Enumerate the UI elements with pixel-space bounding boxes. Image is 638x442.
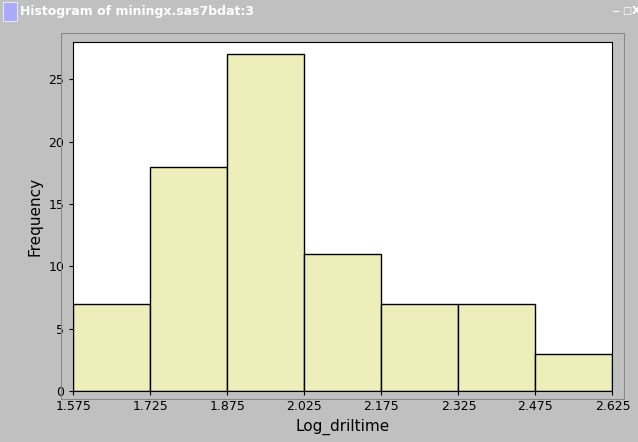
X-axis label: Log_driltime: Log_driltime bbox=[296, 419, 390, 435]
Bar bbox=[382, 304, 459, 391]
Y-axis label: Frequency: Frequency bbox=[28, 177, 43, 256]
Text: ─: ─ bbox=[612, 7, 619, 16]
Bar bbox=[227, 54, 304, 391]
Bar bbox=[151, 167, 227, 391]
Text: Histogram of miningx.sas7bdat:3: Histogram of miningx.sas7bdat:3 bbox=[20, 5, 255, 18]
Bar bbox=[3, 2, 17, 21]
Bar bbox=[459, 304, 535, 391]
Bar bbox=[535, 354, 612, 391]
Text: X: X bbox=[632, 7, 638, 16]
Bar bbox=[304, 254, 382, 391]
Bar bbox=[73, 304, 151, 391]
Text: □: □ bbox=[622, 7, 631, 16]
